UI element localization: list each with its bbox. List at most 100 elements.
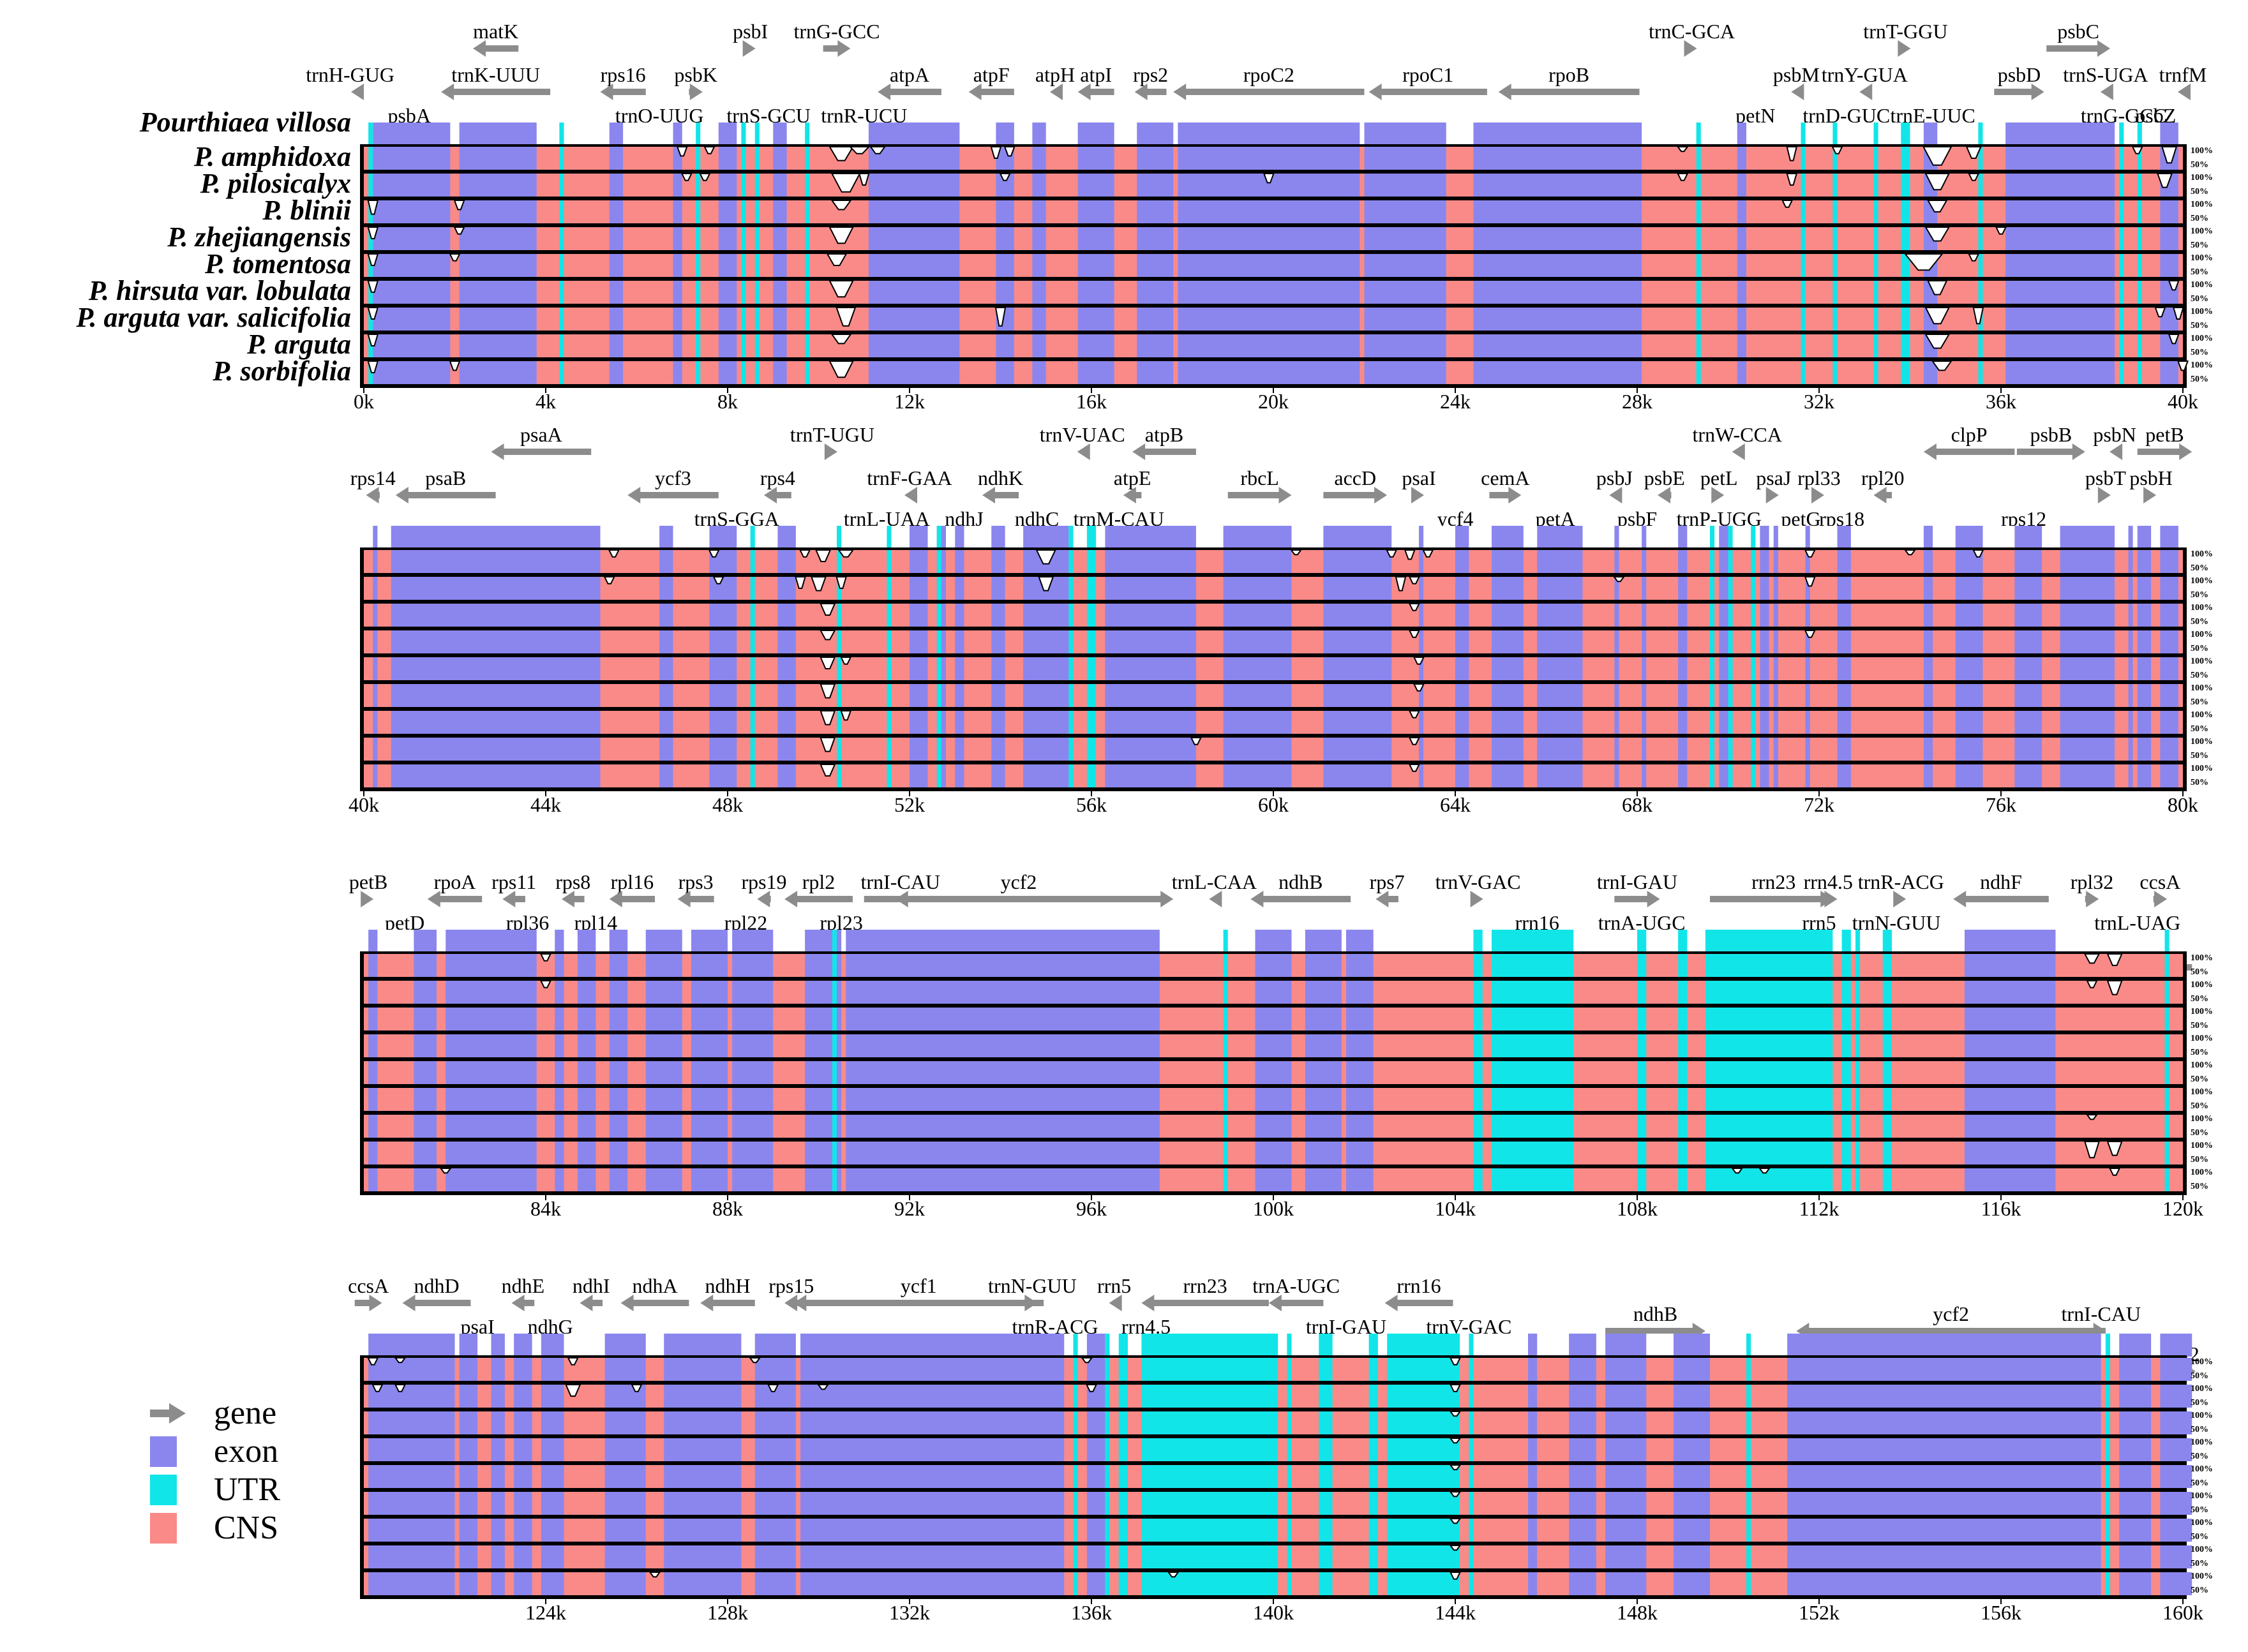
track-segment [1678, 577, 1688, 600]
track-segment [1605, 1358, 1647, 1381]
track-segment [1077, 254, 1114, 277]
track-segment [459, 1385, 478, 1408]
track-segment [373, 227, 451, 250]
identity-label-100: 100% [2191, 710, 2213, 720]
track-segment [832, 1008, 837, 1031]
identity-dip [608, 549, 620, 558]
track-segment [1737, 308, 1746, 331]
track-segment [709, 764, 737, 787]
track-segment [1805, 604, 1810, 627]
track-segment [1614, 604, 1619, 627]
axis-tick-label: 156k [1981, 1601, 2021, 1624]
reference-segment [741, 123, 746, 145]
species-track: 100%50% [364, 1384, 2213, 1408]
track-segment [1364, 254, 1446, 277]
identity-label-50: 50% [2191, 697, 2208, 707]
track-segment [1073, 1519, 1078, 1542]
gene-arrow-head [700, 1295, 714, 1311]
track-segment [1077, 174, 1114, 197]
track-segment [773, 334, 787, 357]
track-segment [1537, 630, 1583, 653]
track-segment [1773, 577, 1778, 600]
gene-label: ndhH [705, 1274, 750, 1297]
track-segment [1118, 1411, 1128, 1434]
track-segment [609, 174, 624, 197]
identity-dip [1404, 549, 1416, 560]
gene-arrow-shaft [1965, 896, 2049, 902]
track-segment [1323, 711, 1392, 734]
track-segment [1492, 1088, 1574, 1111]
track-segment [1832, 361, 1838, 384]
track-segment [696, 308, 701, 331]
reference-segment [2105, 1334, 2110, 1357]
axis-tick-label: 136k [1071, 1601, 1112, 1624]
track-segment [1637, 981, 1647, 1004]
identity-dip [830, 173, 861, 193]
reference-segment [664, 1334, 742, 1357]
identity-label-50: 50% [2191, 1532, 2208, 1542]
gene-label: accD [1334, 466, 1376, 489]
track-segment [1737, 361, 1746, 384]
track-segment [1773, 630, 1778, 653]
identity-dip [1412, 657, 1425, 665]
species-track: 100%50% [364, 1007, 2213, 1031]
identity-dip [1449, 1384, 1462, 1392]
track-segment [1696, 334, 1701, 357]
track-segment [718, 361, 737, 384]
track-segment [1223, 1168, 1228, 1191]
track-segment [1873, 227, 1878, 250]
track-segment [1614, 577, 1619, 600]
track-segment [1746, 1519, 1751, 1542]
track-segment [373, 577, 378, 600]
track-segment [777, 577, 796, 600]
track-segment [1882, 1168, 1892, 1191]
species-label: P. zhejiangensis [167, 221, 351, 253]
identity-label-100: 100% [2191, 1411, 2213, 1420]
track-segment [1023, 738, 1069, 761]
gene-arrow-head [793, 1295, 807, 1311]
gene-arrow-head [1898, 40, 1911, 57]
track-segment [1077, 227, 1114, 250]
track-segment [750, 764, 755, 787]
gene-label: rps4 [760, 466, 795, 489]
track-segment [887, 577, 892, 600]
track-segment [1032, 334, 1046, 357]
identity-dip [1449, 1518, 1462, 1524]
track-segment [741, 281, 746, 304]
track-segment [1223, 1115, 1228, 1138]
gene-label: trnT-GGU [1863, 20, 1947, 43]
reference-segment [1032, 123, 1046, 145]
track-segment [1118, 1492, 1128, 1515]
track-segment [1901, 174, 1910, 197]
axis-tick-label: 96k [1076, 1197, 1107, 1220]
reference-segment [1746, 1334, 1751, 1357]
track-segment [1787, 1572, 2101, 1595]
reference-segment [2128, 526, 2133, 549]
track-segment [559, 254, 564, 277]
track-segment [805, 334, 810, 357]
identity-dip [1449, 1464, 1462, 1471]
track-segment [1710, 577, 1715, 600]
track-segment [718, 254, 737, 277]
species-track: 100%50% [364, 1087, 2213, 1111]
track-segment [541, 1358, 564, 1381]
gene-label: trnI-CAU [2062, 1302, 2141, 1325]
gene-label: trnF-GAA [867, 466, 952, 489]
gene-arrow-shaft [1396, 1300, 1453, 1306]
identity-label-100: 100% [2191, 1518, 2213, 1528]
identity-dip [1972, 307, 1984, 325]
track-segment [1837, 711, 1851, 734]
identity-label-50: 50% [2191, 1505, 2208, 1515]
track-segment [1086, 577, 1097, 600]
track-segment [1737, 254, 1746, 277]
track-segment [1032, 174, 1046, 197]
track-segment [1837, 630, 1851, 653]
track-segment [1728, 630, 1733, 653]
gene-label: rrn16 [1397, 1274, 1441, 1297]
track-segment [754, 281, 760, 304]
track-segment [2014, 657, 2042, 680]
identity-dip [826, 253, 848, 266]
track-segment [846, 1088, 1160, 1111]
